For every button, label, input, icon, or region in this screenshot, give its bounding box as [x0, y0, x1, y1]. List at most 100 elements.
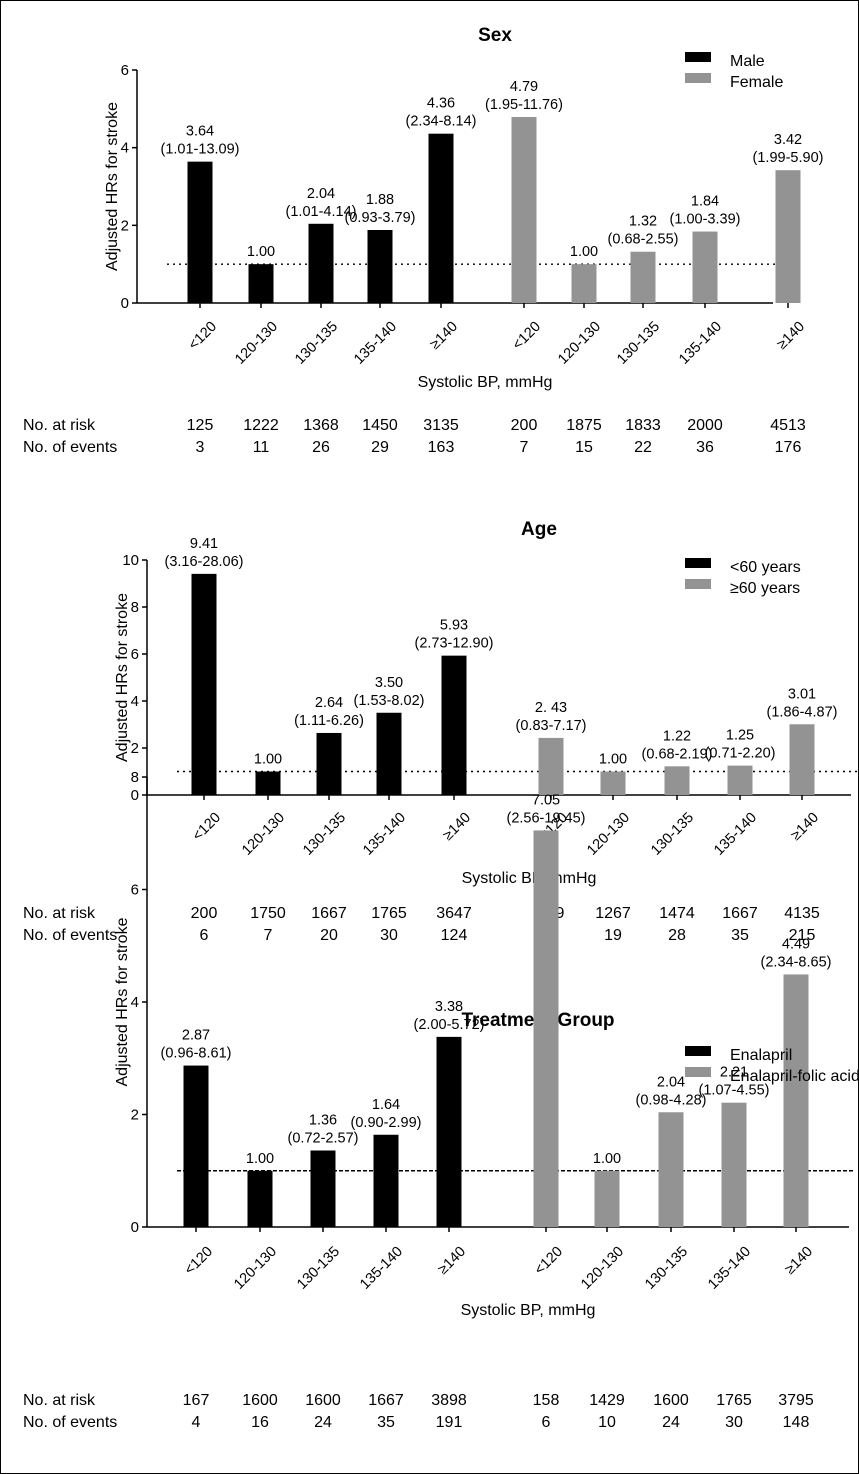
legend-swatch [685, 1067, 711, 1077]
x-tick-label: ≥140 [774, 319, 808, 353]
x-axis-label: Systolic BP, mmHg [461, 1302, 596, 1319]
data-label: 3.64 [186, 124, 214, 140]
at-risk-value: 1450 [362, 417, 398, 434]
legend-label: Female [730, 74, 783, 91]
data-label: 1.00 [599, 752, 627, 768]
y-tick-label: 8 [131, 769, 139, 786]
legend-label: Enalapril [730, 1047, 792, 1064]
data-label: (1.95-11.76) [485, 97, 563, 113]
events-value: 6 [200, 927, 209, 944]
events-row-label: No. of events [23, 439, 117, 456]
at-risk-value: 3795 [778, 1392, 814, 1409]
data-label: (2.34-8.65) [761, 954, 832, 970]
x-tick-label: 130-135 [294, 1244, 343, 1293]
x-tick-label: 135-140 [711, 810, 760, 859]
events-value: 7 [264, 927, 273, 944]
data-label: (0.83-7.17) [516, 718, 587, 734]
y-tick-label: 4 [131, 693, 139, 710]
at-risk-value: 1765 [716, 1392, 752, 1409]
at-risk-value: 158 [533, 1392, 560, 1409]
bar [183, 1065, 209, 1227]
legend-label: ≥60 years [730, 580, 800, 597]
bar [367, 229, 393, 303]
data-label: (1.01-13.09) [161, 142, 240, 158]
data-label: 1.25 [726, 728, 754, 744]
bar [247, 1170, 273, 1227]
y-tick-label: 8 [131, 599, 139, 616]
data-label: (2.34-8.14) [406, 114, 477, 130]
bar [248, 264, 274, 303]
x-tick-label: ≥140 [427, 319, 461, 353]
at-risk-value: 1600 [653, 1392, 689, 1409]
at-risk-value: 200 [191, 905, 218, 922]
data-label: (0.93-3.79) [345, 210, 416, 226]
events-value: 3 [196, 439, 205, 456]
bar [664, 766, 690, 795]
data-label: 2. 43 [535, 700, 567, 716]
events-value: 15 [575, 439, 593, 456]
x-axis-label: Systolic BP, mmHg [418, 374, 553, 391]
data-label: (1.53-8.02) [354, 693, 425, 709]
x-tick-label: 135-140 [351, 319, 400, 368]
data-label: (1.01-4.14) [286, 204, 357, 220]
bar [376, 712, 402, 795]
events-value: 22 [634, 439, 652, 456]
events-value: 7 [520, 439, 529, 456]
data-label: (0.98-4.28) [636, 1092, 707, 1108]
data-label: 1.00 [570, 244, 598, 260]
x-tick-label: <120 [186, 319, 220, 353]
x-tick-label: 120-130 [584, 810, 633, 859]
at-risk-value: 2000 [687, 417, 723, 434]
bar [511, 116, 537, 303]
events-value: 4 [192, 1414, 201, 1431]
legend-label: Male [730, 53, 765, 70]
events-value: 30 [380, 927, 398, 944]
x-tick-label: 120-130 [231, 1244, 280, 1293]
at-risk-value: 1875 [566, 417, 602, 434]
y-tick-label: 2 [131, 1107, 139, 1124]
y-tick-label: 6 [131, 882, 139, 899]
data-label: 3.38 [435, 999, 463, 1015]
legend-swatch [685, 579, 711, 589]
at-risk-value: 1267 [595, 905, 631, 922]
at-risk-value: 4513 [770, 417, 806, 434]
data-label: (1.11-6.26) [294, 713, 364, 729]
bar [441, 655, 467, 795]
events-value: 35 [377, 1414, 395, 1431]
data-label: 3.50 [375, 675, 403, 691]
at-risk-value: 1667 [311, 905, 347, 922]
data-label: 4.79 [510, 79, 538, 95]
y-axis-label: Adjusted HRs for stroke [114, 593, 131, 762]
events-value: 6 [542, 1414, 551, 1431]
data-label: (0.96-8.61) [161, 1046, 232, 1062]
data-label: 1.64 [372, 1097, 400, 1113]
bar [775, 170, 801, 303]
x-tick-label: <120 [182, 1244, 216, 1278]
events-value: 16 [251, 1414, 269, 1431]
x-tick-label: 120-130 [578, 1244, 627, 1293]
data-label: (1.99-5.90) [753, 150, 824, 166]
bar [191, 573, 217, 795]
legend-swatch [685, 558, 711, 568]
at-risk-value: 3898 [431, 1392, 467, 1409]
bar [600, 771, 626, 795]
chart-title: Sex [478, 25, 512, 46]
at-risk-value: 1750 [250, 905, 286, 922]
x-tick-label: 135-140 [357, 1244, 406, 1293]
data-label: 1.36 [309, 1113, 337, 1129]
y-tick-label: 0 [121, 295, 129, 312]
x-tick-label: 130-135 [642, 1244, 691, 1293]
events-value: 30 [725, 1414, 743, 1431]
events-value: 19 [604, 927, 622, 944]
at-risk-value: 1765 [371, 905, 407, 922]
data-label: 1.22 [663, 728, 691, 744]
bar [316, 732, 342, 795]
data-label: 1.00 [246, 1151, 274, 1167]
bar [594, 1170, 620, 1227]
data-label: (1.86-4.87) [767, 704, 838, 720]
data-label: 3.42 [774, 132, 802, 148]
y-axis-label: Adjusted HRs for stroke [114, 917, 131, 1086]
events-value: 148 [783, 1414, 810, 1431]
x-tick-label: 130-135 [614, 319, 663, 368]
x-tick-label: ≥140 [435, 1244, 469, 1278]
